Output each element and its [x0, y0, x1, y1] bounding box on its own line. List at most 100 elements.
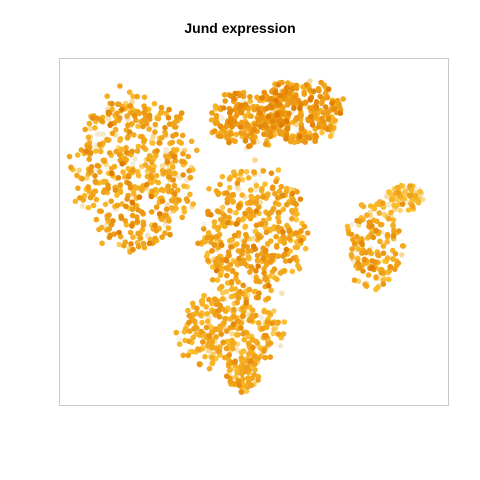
- data-point: [242, 113, 249, 119]
- data-point: [159, 234, 165, 240]
- data-point: [399, 201, 406, 207]
- data-point: [127, 229, 134, 236]
- data-point: [387, 264, 394, 270]
- data-point: [90, 202, 97, 209]
- data-point: [93, 196, 100, 203]
- data-point: [149, 188, 155, 195]
- data-point: [248, 130, 254, 137]
- data-point: [76, 167, 82, 174]
- data-point: [153, 227, 159, 234]
- data-point: [293, 217, 300, 223]
- data-point: [267, 133, 274, 139]
- data-point: [185, 153, 191, 160]
- data-point: [240, 331, 246, 337]
- data-point: [130, 167, 136, 173]
- data-point: [206, 365, 213, 372]
- data-point: [171, 191, 178, 197]
- data-point: [287, 257, 293, 264]
- data-point: [269, 118, 276, 125]
- data-point: [209, 277, 216, 283]
- data-point: [221, 212, 228, 219]
- data-point: [280, 229, 286, 235]
- data-point: [226, 352, 232, 358]
- data-point: [159, 163, 166, 169]
- data-point: [138, 118, 145, 125]
- data-point: [251, 169, 257, 175]
- data-point: [205, 257, 211, 264]
- data-point: [203, 304, 209, 310]
- data-point: [329, 100, 335, 107]
- data-point: [361, 257, 368, 264]
- data-point: [298, 237, 304, 244]
- data-point: [121, 242, 127, 249]
- data-point: [303, 82, 310, 88]
- data-point: [331, 106, 338, 112]
- data-point: [240, 309, 247, 315]
- data-point: [86, 120, 93, 127]
- data-point: [245, 340, 252, 347]
- data-point: [252, 157, 258, 163]
- data-point: [278, 183, 285, 190]
- data-point: [365, 272, 372, 278]
- data-point: [234, 241, 240, 247]
- data-point: [258, 314, 265, 321]
- data-point: [276, 101, 283, 107]
- data-point: [162, 230, 168, 236]
- data-point: [170, 133, 176, 139]
- data-point: [209, 300, 215, 307]
- data-point: [254, 252, 261, 259]
- data-point: [354, 217, 360, 224]
- data-point: [229, 237, 235, 243]
- data-point: [319, 115, 325, 122]
- data-point: [271, 326, 277, 333]
- data-point: [230, 191, 236, 198]
- data-point: [324, 94, 331, 101]
- data-point: [204, 250, 211, 256]
- data-point: [286, 110, 292, 117]
- data-point: [247, 215, 254, 222]
- data-point: [349, 221, 356, 228]
- data-point: [162, 129, 168, 136]
- data-point: [130, 161, 136, 167]
- data-point: [281, 251, 288, 258]
- data-point: [417, 188, 423, 195]
- data-point: [264, 319, 271, 325]
- data-point: [79, 203, 86, 209]
- data-point: [199, 301, 206, 307]
- data-point: [171, 182, 178, 189]
- data-point: [237, 288, 243, 295]
- data-point: [302, 245, 309, 252]
- data-point: [257, 199, 264, 206]
- data-point: [185, 307, 191, 314]
- data-point: [250, 344, 256, 351]
- data-point: [87, 194, 94, 201]
- data-point: [181, 183, 187, 189]
- data-point: [128, 241, 134, 247]
- data-point: [186, 168, 192, 174]
- data-point: [247, 113, 254, 119]
- data-point: [233, 209, 239, 216]
- data-point: [178, 110, 185, 116]
- data-point: [269, 252, 276, 259]
- data-point: [112, 126, 119, 133]
- data-point: [261, 89, 268, 96]
- data-point: [384, 239, 391, 245]
- data-point: [173, 329, 180, 336]
- data-point: [399, 243, 406, 249]
- data-point: [275, 82, 282, 88]
- data-point: [315, 124, 322, 130]
- data-point: [87, 167, 93, 174]
- data-point: [283, 246, 290, 253]
- data-point: [242, 101, 249, 108]
- data-point: [185, 352, 191, 359]
- data-point: [158, 186, 165, 193]
- data-point: [280, 206, 287, 213]
- data-point: [117, 189, 124, 195]
- data-point: [262, 220, 269, 226]
- data-point: [107, 122, 113, 128]
- data-point: [223, 123, 230, 130]
- data-point: [332, 117, 339, 124]
- data-point: [184, 198, 191, 204]
- data-point: [283, 85, 290, 91]
- data-point: [242, 223, 249, 230]
